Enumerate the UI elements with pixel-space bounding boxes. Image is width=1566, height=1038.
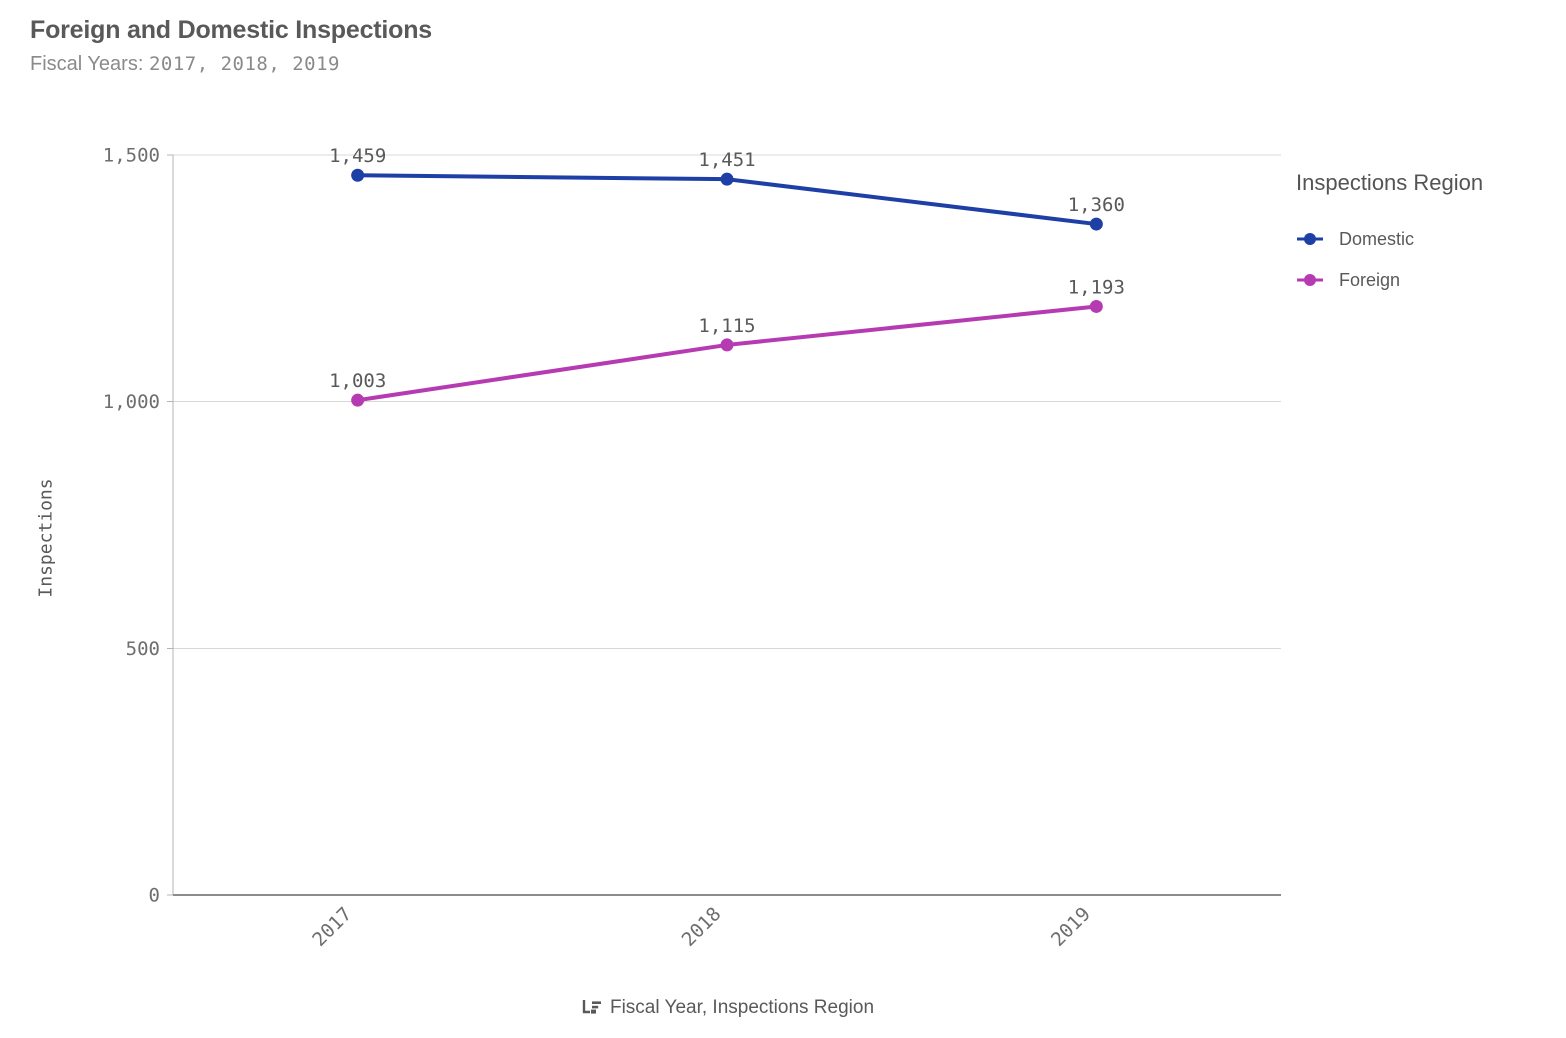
legend-items: Domestic Foreign <box>1296 226 1558 293</box>
y-tick-label: 0 <box>149 885 160 907</box>
legend-marker-icon <box>1297 274 1323 286</box>
drill-down-dimension-icon <box>582 1000 601 1014</box>
data-point-foreign-2018[interactable] <box>720 338 734 352</box>
legend-item-label: Domestic <box>1339 228 1415 249</box>
x-tick-label: 2019 <box>1047 903 1095 951</box>
chart-subtitle: Fiscal Years: 2017, 2018, 2019 <box>30 53 432 76</box>
x-axis-dimension-label: Fiscal Year, Inspections Region <box>173 992 1281 1024</box>
legend: Inspections Region Domestic Foreign <box>1296 170 1558 308</box>
data-label: 1,360 <box>1068 194 1125 216</box>
data-point-domestic-2017[interactable] <box>351 168 365 182</box>
legend-item-domestic[interactable]: Domestic <box>1296 226 1558 252</box>
data-label: 1,193 <box>1068 276 1125 298</box>
y-tick-label: 1,500 <box>103 145 160 167</box>
data-point-foreign-2019[interactable] <box>1089 299 1103 313</box>
y-tick-label: 500 <box>126 638 160 660</box>
subtitle-years: 2017, 2018, 2019 <box>148 53 340 75</box>
data-label: 1,003 <box>329 370 386 392</box>
data-point-domestic-2019[interactable] <box>1089 217 1103 231</box>
legend-item-foreign[interactable]: Foreign <box>1296 267 1558 293</box>
legend-item-label: Foreign <box>1339 269 1401 290</box>
data-label: 1,459 <box>329 145 386 167</box>
x-axis-dimension-text: Fiscal Year, Inspections Region <box>609 997 875 1018</box>
chart-title: Foreign and Domestic Inspections <box>30 16 432 44</box>
data-label: 1,115 <box>698 315 755 337</box>
x-tick-label: 2017 <box>308 903 356 951</box>
chart-header: Foreign and Domestic Inspections Fiscal … <box>30 16 432 76</box>
data-point-domestic-2018[interactable] <box>720 172 734 186</box>
y-tick-label: 1,000 <box>103 391 160 413</box>
data-point-foreign-2017[interactable] <box>351 393 365 407</box>
legend-marker-icon <box>1297 233 1323 245</box>
legend-title: Inspections Region <box>1296 170 1484 195</box>
subtitle-prefix: Fiscal Years: <box>30 53 149 75</box>
data-label: 1,451 <box>698 149 755 171</box>
x-tick-label: 2018 <box>678 903 726 951</box>
